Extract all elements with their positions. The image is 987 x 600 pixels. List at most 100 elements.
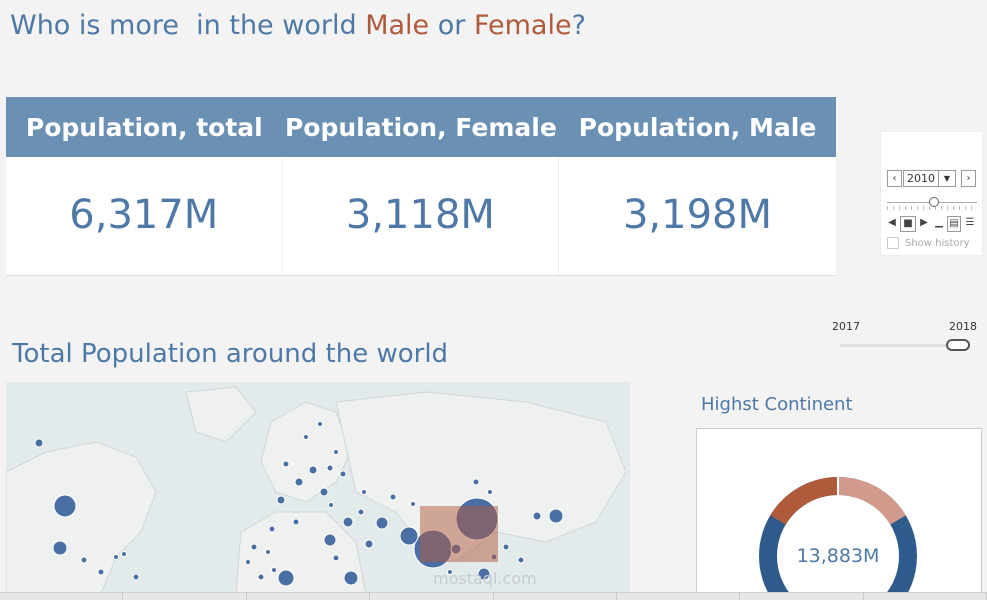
kpi-header-female: Population, Female bbox=[284, 113, 557, 142]
kpi-value-male[interactable]: 3,198M bbox=[622, 192, 772, 238]
bubble-uk bbox=[282, 460, 290, 468]
play-forward-button[interactable]: ▶ bbox=[919, 216, 929, 232]
title-or: or bbox=[429, 10, 474, 41]
play-back-icon: ◀ bbox=[888, 217, 896, 228]
bubble-nordic-2 bbox=[317, 421, 323, 427]
checkbox-box bbox=[887, 237, 899, 249]
year-select[interactable]: 2010 bbox=[903, 170, 939, 187]
bubble-indonesia bbox=[477, 567, 491, 581]
bubble-caribbean-1 bbox=[113, 554, 119, 560]
map-svg: mostaql.com bbox=[6, 386, 627, 594]
bubble-morocco bbox=[268, 525, 276, 533]
bubble-sudan bbox=[332, 554, 340, 562]
kpi-table: Population, total Population, Female Pop… bbox=[6, 97, 836, 276]
bottom-tab[interactable] bbox=[617, 593, 741, 600]
bubble-korea bbox=[532, 511, 542, 521]
year-slider-ticks bbox=[887, 206, 977, 210]
bubble-turkey bbox=[342, 516, 354, 528]
speed-slow-icon: ▁ bbox=[935, 217, 943, 228]
year-range-track[interactable] bbox=[840, 344, 970, 347]
bottom-tab[interactable] bbox=[864, 593, 987, 600]
bubble-sri-lanka bbox=[447, 569, 453, 575]
speed-medium-button[interactable]: ▤ bbox=[947, 216, 961, 232]
bubble-mongolia bbox=[487, 489, 493, 495]
bubble-ukraine bbox=[339, 470, 347, 478]
bubble-vietnam bbox=[502, 543, 510, 551]
title-female: Female bbox=[473, 10, 572, 41]
donut-svg: 13,883M bbox=[759, 477, 917, 599]
bubble-central-asia-2 bbox=[410, 501, 416, 507]
land-shapes bbox=[6, 386, 627, 594]
speed-medium-icon: ▤ bbox=[949, 218, 959, 229]
bubble-baltic bbox=[333, 449, 339, 455]
chevron-down-icon: ▼ bbox=[943, 174, 951, 183]
bubble-philippines bbox=[517, 556, 525, 564]
title-text: Who is more in the world bbox=[10, 10, 366, 41]
prev-year-button[interactable]: ‹ bbox=[887, 170, 902, 187]
bubble-caribbean-3 bbox=[132, 573, 140, 581]
play-backward-button[interactable]: ◀ bbox=[887, 216, 897, 232]
bubble-west-africa-2 bbox=[271, 567, 277, 573]
next-year-button[interactable]: › bbox=[961, 170, 976, 187]
year-dropdown-button[interactable]: ▼ bbox=[939, 170, 956, 187]
stop-icon: ■ bbox=[903, 218, 913, 229]
donut-center-value: 13,883M bbox=[797, 545, 880, 567]
bubble-caucasus bbox=[361, 489, 367, 495]
bottom-tab[interactable] bbox=[123, 593, 247, 600]
play-icon: ▶ bbox=[920, 217, 928, 228]
dashboard-title: Who is more in the world Male or Female? bbox=[10, 10, 586, 41]
bubble-central-1 bbox=[80, 556, 88, 564]
range-min-label: 2017 bbox=[832, 320, 860, 333]
bubble-sahel-1 bbox=[250, 543, 258, 551]
bubble-central-2 bbox=[97, 568, 105, 576]
year-range-handle[interactable] bbox=[946, 339, 970, 351]
bubble-ethiopia bbox=[343, 570, 359, 586]
bubble-russia bbox=[472, 478, 480, 486]
bubble-balkans bbox=[328, 502, 334, 508]
bubble-france bbox=[294, 477, 304, 487]
bubble-central-asia-1 bbox=[389, 493, 397, 501]
speed-slow-button[interactable]: ▁ bbox=[933, 216, 945, 232]
bottom-tab[interactable] bbox=[370, 593, 494, 600]
bottom-tab-strip bbox=[0, 592, 987, 600]
bubble-spain bbox=[276, 495, 286, 505]
bubble-sahel-2 bbox=[265, 549, 271, 555]
bubble-canada bbox=[34, 438, 44, 448]
bubble-sahel-3 bbox=[245, 559, 251, 565]
chevron-right-icon: › bbox=[966, 173, 971, 184]
bubble-west-africa-1 bbox=[257, 573, 265, 581]
bubble-germany bbox=[308, 465, 318, 475]
kpi-value-total[interactable]: 6,317M bbox=[6, 157, 283, 275]
bubble-algeria bbox=[292, 518, 300, 526]
continent-donut-chart[interactable]: 13,883M bbox=[696, 428, 982, 600]
speed-fast-button[interactable]: ☰ bbox=[964, 216, 976, 232]
map-section-title: Total Population around the world bbox=[12, 339, 449, 369]
bottom-tab[interactable] bbox=[247, 593, 371, 600]
stop-button[interactable]: ■ bbox=[900, 216, 916, 232]
donut-segment-dark-red bbox=[770, 477, 839, 525]
show-history-checkbox[interactable]: Show history bbox=[887, 237, 970, 249]
bubble-japan bbox=[548, 508, 564, 524]
kpi-header-male: Population, Male bbox=[578, 113, 817, 142]
bubble-saudi bbox=[364, 539, 374, 549]
title-end: ? bbox=[571, 10, 586, 41]
continent-title: Highst Continent bbox=[701, 394, 853, 415]
bottom-tab[interactable] bbox=[0, 593, 124, 600]
land-europe bbox=[260, 401, 352, 503]
show-history-label: Show history bbox=[905, 238, 970, 249]
bubble-italy bbox=[319, 487, 329, 497]
world-population-map[interactable]: mostaql.com bbox=[6, 382, 630, 594]
donut-segment-light-red bbox=[837, 477, 906, 525]
chevron-left-icon: ‹ bbox=[892, 173, 897, 184]
bubble-nigeria bbox=[277, 569, 295, 587]
year-slider-knob[interactable] bbox=[929, 197, 939, 207]
land-africa bbox=[235, 511, 367, 594]
bubble-mexico bbox=[52, 540, 68, 556]
bottom-tab[interactable] bbox=[740, 593, 864, 600]
title-male: Male bbox=[365, 10, 430, 41]
bubble-nordic-1 bbox=[303, 434, 309, 440]
range-max-label: 2018 bbox=[949, 320, 977, 333]
kpi-value-female[interactable]: 3,118M bbox=[283, 157, 560, 275]
bottom-tab[interactable] bbox=[494, 593, 617, 600]
bubble-poland bbox=[326, 464, 334, 472]
